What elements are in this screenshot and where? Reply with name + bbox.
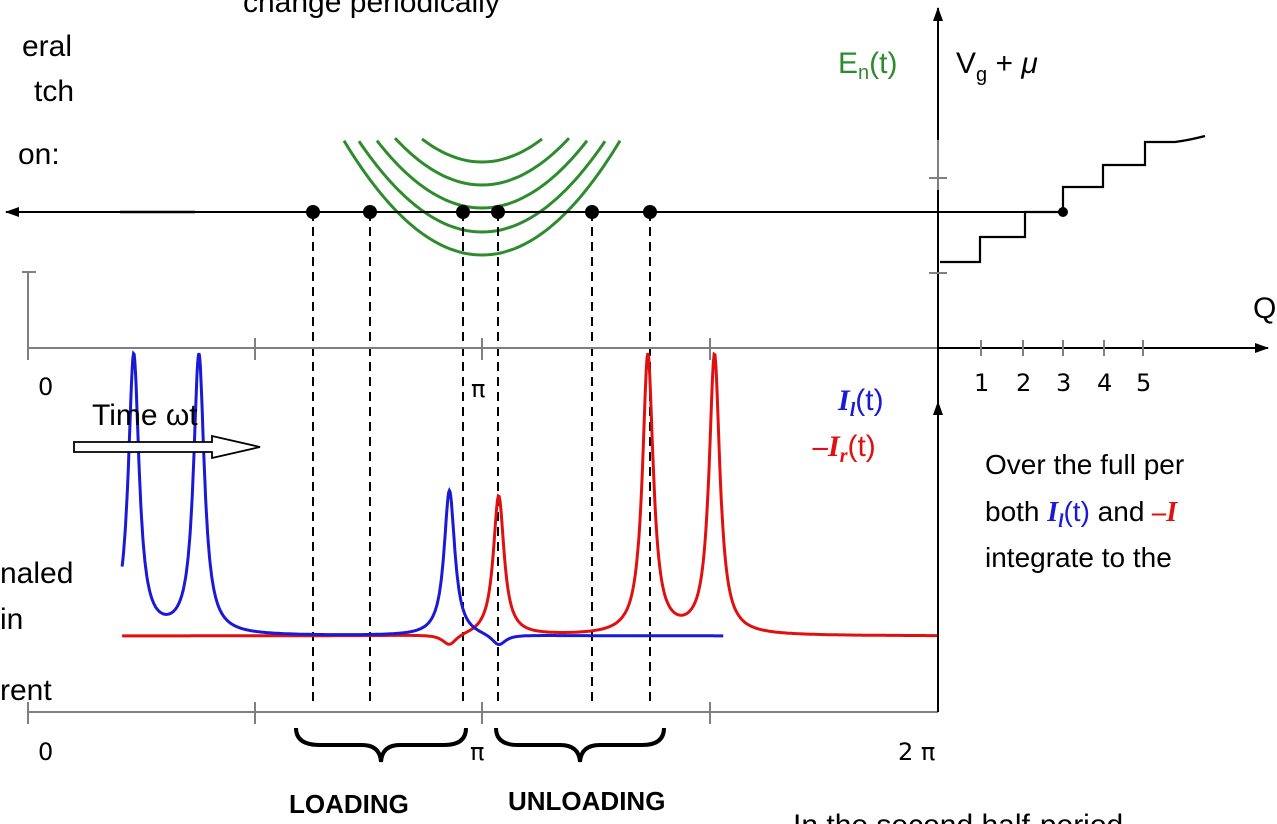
left-text-line-2: tch bbox=[34, 75, 74, 108]
left-lower-line-1: naled bbox=[0, 557, 73, 590]
upper-axis-pi: π bbox=[471, 375, 485, 403]
lower-axis-zero: 0 bbox=[38, 738, 53, 766]
upper-axis-zero: 0 bbox=[38, 373, 53, 401]
energy-level-curve bbox=[393, 137, 571, 187]
q-axis-tick-labels: 1 2 3 4 5 bbox=[974, 369, 1151, 397]
right-current-label: –Ir(t) bbox=[812, 430, 876, 467]
energy-level-curve bbox=[357, 140, 607, 234]
q-tick-label: 5 bbox=[1136, 369, 1151, 397]
right-text-line-2: both Il(t) and –I bbox=[985, 496, 1178, 532]
charge-staircase bbox=[940, 134, 1206, 264]
energy-level-curve bbox=[421, 137, 543, 164]
energy-level-label: En(t) bbox=[838, 47, 897, 84]
left-lower-line-3: rent bbox=[0, 674, 52, 707]
q-axis-label: Q bbox=[1253, 292, 1276, 325]
lower-axis-pi: π bbox=[470, 738, 484, 766]
right-text-line-1: Over the full per bbox=[985, 449, 1184, 480]
left-lower-line-2: in bbox=[0, 603, 23, 636]
q-tick-label: 1 bbox=[974, 369, 989, 397]
energy-level-curve bbox=[342, 139, 622, 257]
lower-time-axis bbox=[27, 702, 938, 724]
q-tick-label: 3 bbox=[1056, 369, 1071, 397]
dashed-connectors bbox=[312, 212, 651, 705]
gate-voltage-label: Vg + μ bbox=[956, 47, 1038, 86]
right-text-line-3: integrate to the bbox=[985, 542, 1172, 573]
bottom-right-text: In the second half-period bbox=[793, 809, 1123, 824]
energy-level-curves bbox=[342, 137, 622, 257]
loading-brace bbox=[294, 727, 468, 763]
upper-time-axis bbox=[27, 338, 938, 360]
left-text-line-1: eral bbox=[22, 30, 72, 63]
q-tick-label: 4 bbox=[1097, 369, 1112, 397]
lower-axis-2pi: 2 π bbox=[898, 738, 935, 766]
unloading-brace bbox=[494, 727, 666, 763]
vg-axis-ticks bbox=[929, 140, 947, 274]
left-text-line-3: on: bbox=[18, 138, 60, 171]
upper-panel-bracket bbox=[22, 271, 36, 348]
loading-label: LOADING bbox=[289, 789, 409, 819]
time-label: Time ωt bbox=[92, 399, 198, 432]
time-arrow-icon bbox=[73, 434, 261, 460]
left-current-label: Il(t) bbox=[837, 384, 884, 421]
unloading-label: UNLOADING bbox=[508, 786, 665, 816]
q-axis-ticks bbox=[980, 340, 1144, 356]
energy-level-curve bbox=[375, 139, 589, 210]
right-lead-current-trace bbox=[122, 351, 938, 646]
top-caption: change periodically bbox=[243, 0, 500, 19]
q-tick-label: 2 bbox=[1016, 369, 1031, 397]
left-lead-current-trace bbox=[120, 350, 724, 646]
